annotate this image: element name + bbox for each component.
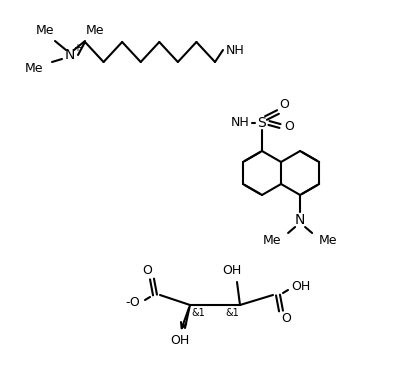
Text: Me: Me (25, 62, 43, 74)
Text: &1: &1 (225, 308, 239, 318)
Text: O: O (284, 120, 294, 132)
Text: N: N (65, 48, 75, 62)
Text: +: + (73, 43, 81, 53)
Text: NH: NH (230, 116, 249, 130)
Text: Me: Me (36, 24, 54, 36)
Text: S: S (258, 116, 267, 130)
Text: N: N (295, 213, 305, 227)
Text: Me: Me (319, 234, 337, 248)
Text: &1: &1 (191, 308, 205, 318)
Text: OH: OH (291, 281, 310, 293)
Text: O: O (279, 99, 289, 111)
Text: O: O (142, 265, 152, 277)
Text: NH: NH (226, 43, 244, 57)
Text: -O: -O (126, 296, 140, 310)
Text: Me: Me (263, 234, 281, 248)
Text: OH: OH (223, 263, 242, 277)
Text: O: O (281, 312, 291, 326)
Text: Me: Me (86, 24, 104, 36)
Text: OH: OH (170, 334, 190, 346)
